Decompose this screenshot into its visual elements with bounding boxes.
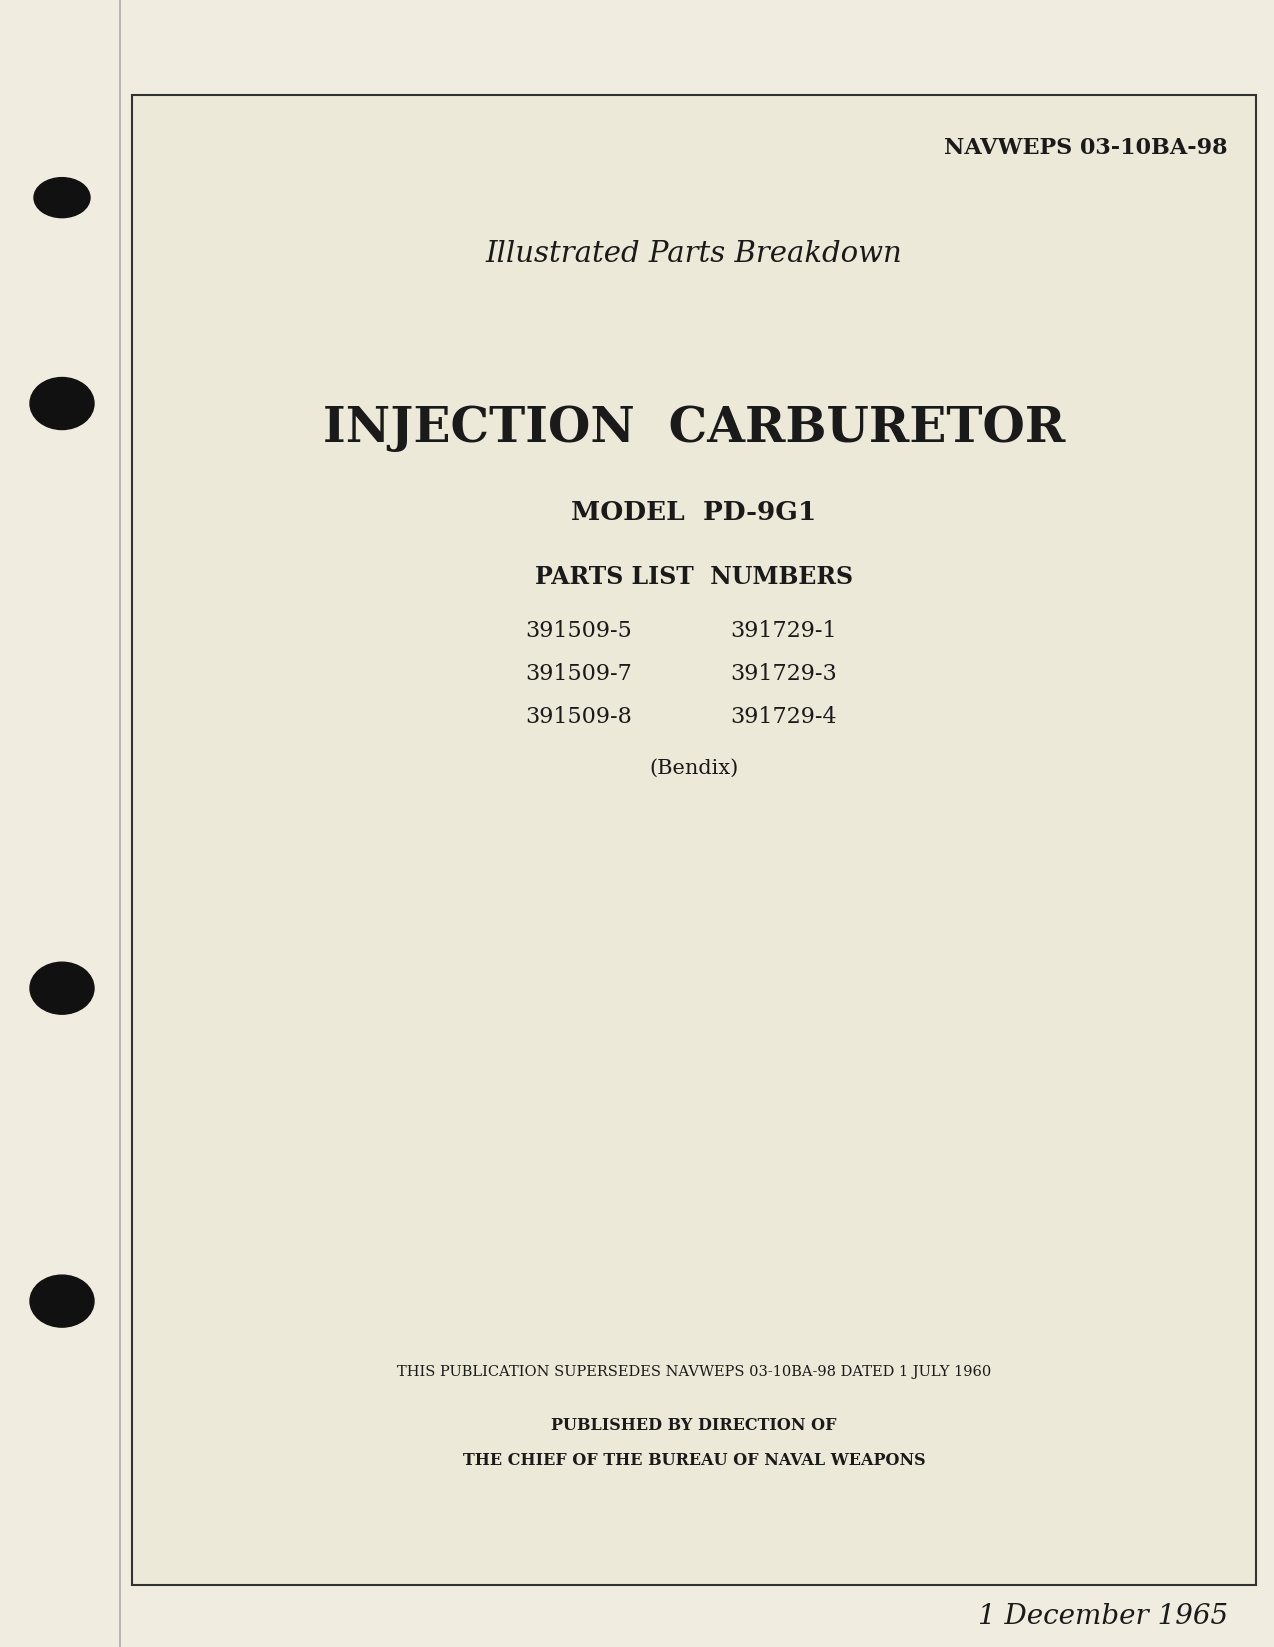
Text: 1 December 1965: 1 December 1965 — [978, 1603, 1228, 1631]
Bar — [0, 0, 120, 1647]
Text: THE CHIEF OF THE BUREAU OF NAVAL WEAPONS: THE CHIEF OF THE BUREAU OF NAVAL WEAPONS — [462, 1453, 925, 1469]
Text: MODEL  PD-9G1: MODEL PD-9G1 — [571, 501, 817, 525]
Text: PARTS LIST  NUMBERS: PARTS LIST NUMBERS — [535, 565, 854, 590]
Text: PUBLISHED BY DIRECTION OF: PUBLISHED BY DIRECTION OF — [552, 1416, 837, 1435]
Ellipse shape — [31, 962, 94, 1015]
Text: THIS PUBLICATION SUPERSEDES NAVWEPS 03-10BA-98 DATED 1 JULY 1960: THIS PUBLICATION SUPERSEDES NAVWEPS 03-1… — [397, 1365, 991, 1379]
Text: 391509-5: 391509-5 — [526, 619, 632, 642]
Text: 391729-1: 391729-1 — [731, 619, 837, 642]
Text: (Bendix): (Bendix) — [650, 759, 739, 777]
Text: Illustrated Parts Breakdown: Illustrated Parts Breakdown — [485, 240, 902, 268]
Text: 391729-4: 391729-4 — [731, 707, 837, 728]
Bar — [132, 96, 1256, 1584]
Text: 391509-8: 391509-8 — [526, 707, 632, 728]
Ellipse shape — [34, 178, 90, 217]
Text: 391729-3: 391729-3 — [730, 664, 837, 685]
Ellipse shape — [31, 377, 94, 430]
Text: 391509-7: 391509-7 — [526, 664, 632, 685]
Ellipse shape — [31, 1275, 94, 1327]
Text: INJECTION  CARBURETOR: INJECTION CARBURETOR — [322, 405, 1065, 451]
Text: NAVWEPS 03-10BA-98: NAVWEPS 03-10BA-98 — [944, 137, 1228, 160]
